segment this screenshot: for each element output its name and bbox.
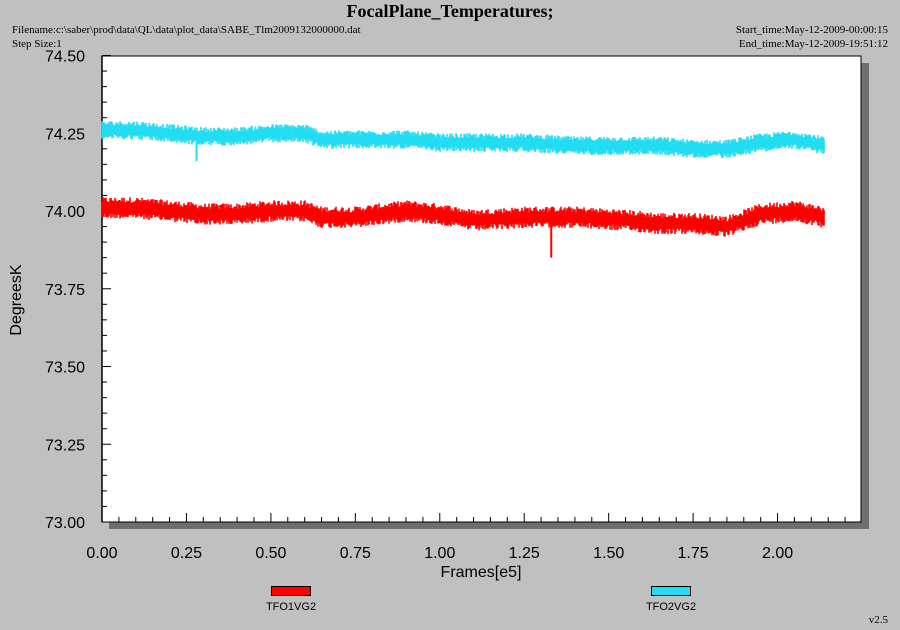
filename-label: Filename:c:\saber\prod\data\QL\data\plot… bbox=[12, 24, 361, 36]
y-tick-label: 74.50 bbox=[45, 49, 85, 66]
series-layer bbox=[101, 121, 825, 258]
series-tfo2vg2 bbox=[101, 121, 825, 162]
plot-area bbox=[101, 55, 862, 523]
y-tick-label: 73.25 bbox=[45, 437, 85, 454]
legend-swatch-tfo2vg2 bbox=[651, 586, 691, 596]
chart-title: FocalPlane_Temperatures; bbox=[346, 1, 554, 21]
x-tick-label: 0.75 bbox=[340, 545, 371, 562]
y-tick-label: 73.00 bbox=[45, 515, 85, 532]
y-tick-label: 74.00 bbox=[45, 204, 85, 221]
y-tick-label: 74.25 bbox=[45, 126, 85, 143]
x-tick-label: 1.00 bbox=[424, 545, 455, 562]
step-size-label: Step Size:1 bbox=[12, 38, 62, 50]
series-tfo1vg2-line bbox=[101, 197, 825, 237]
legend-swatch-tfo1vg2 bbox=[271, 586, 311, 596]
x-tick-label: 1.25 bbox=[509, 545, 540, 562]
x-tick-label: 0.00 bbox=[86, 545, 117, 562]
x-tick-label: 0.50 bbox=[255, 545, 286, 562]
x-axis-label: Frames[e5] bbox=[440, 564, 522, 581]
y-tick-label: 73.50 bbox=[45, 360, 85, 377]
legend-label-tfo2vg2: TFO2VG2 bbox=[645, 601, 697, 613]
series-tfo2vg2-line bbox=[101, 121, 825, 159]
y-tick-label: 73.75 bbox=[45, 282, 85, 299]
legend-label-tfo1vg2: TFO1VG2 bbox=[265, 601, 317, 613]
series-tfo1vg2 bbox=[101, 197, 825, 258]
x-tick-label: 1.50 bbox=[593, 545, 624, 562]
y-axis-label: DegreesK bbox=[8, 264, 25, 336]
end-time-label: End_time:May-12-2009-19:51:12 bbox=[738, 38, 888, 50]
x-tick-label: 2.00 bbox=[762, 545, 793, 562]
x-tick-label: 1.75 bbox=[678, 545, 709, 562]
tick-labels: 73.00 73.25 73.50 73.75 74.00 74.25 74.50 0.00 0… bbox=[45, 49, 793, 563]
version-label: v2.5 bbox=[868, 614, 888, 626]
x-tick-label: 0.25 bbox=[171, 545, 202, 562]
start-time-label: Start_time:May-12-2009-00:00:15 bbox=[735, 24, 888, 36]
